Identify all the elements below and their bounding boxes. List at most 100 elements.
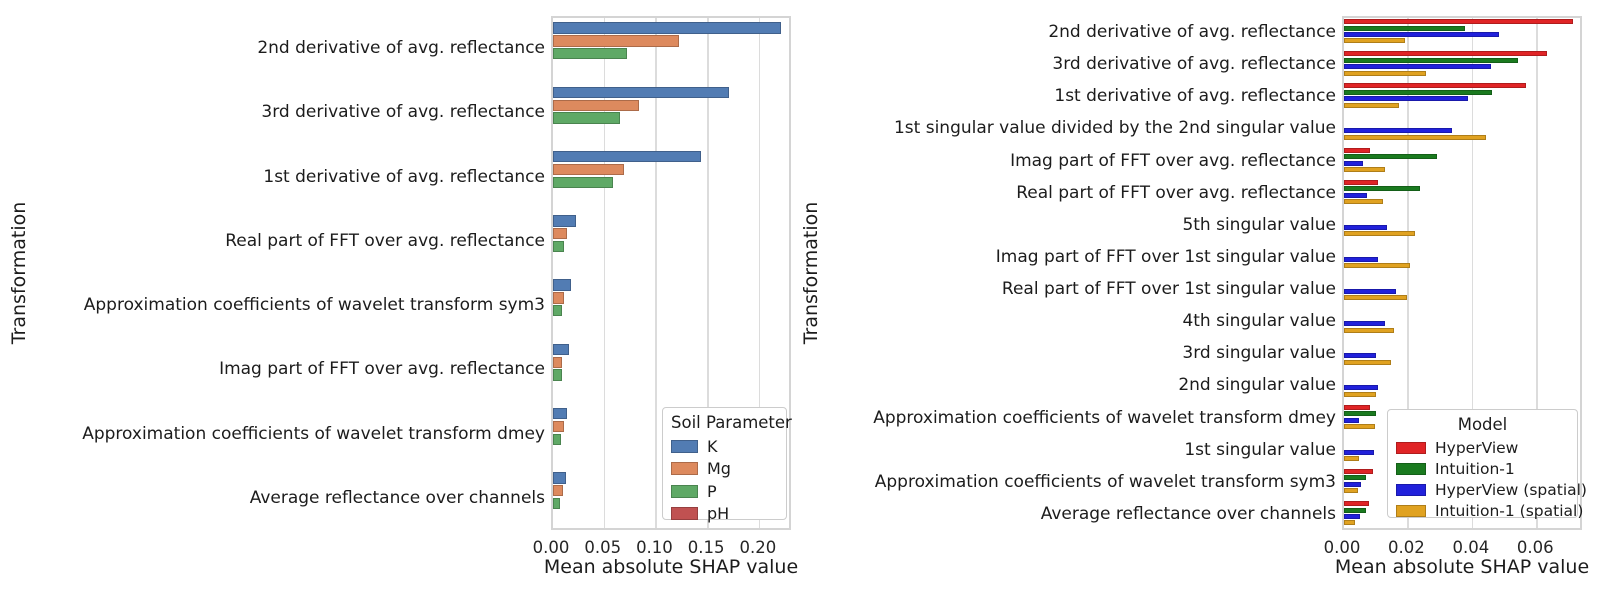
bar-p [553,240,564,253]
category-label: Approximation coefficients of wavelet tr… [82,423,545,444]
bar-intuition-1-spatial- [1344,38,1406,44]
gridline [707,18,709,528]
bar-intuition-1-spatial- [1344,327,1394,333]
bar-mg [553,163,625,176]
x-tick-label: 0.10 [636,538,673,557]
left-x-axis-label: Mean absolute SHAP value [543,556,799,578]
bar-k [553,150,701,163]
bar-intuition-1 [1344,89,1493,95]
x-tick-label: 0.04 [1452,538,1490,557]
bar-hyperview-spatial- [1344,32,1499,38]
category-label: 1st singular value [1184,439,1336,460]
legend-swatch-icon [1396,462,1426,475]
bar-intuition-1-spatial- [1344,359,1391,365]
bar-intuition-1-spatial- [1344,391,1376,397]
x-tick-label: 0.15 [687,538,725,557]
bar-p [553,497,561,510]
bar-intuition-1 [1344,186,1420,192]
legend-item: K [671,435,778,458]
bar-intuition-1 [1344,507,1366,513]
bar-hyperview [1344,83,1526,89]
bar-mg [553,356,562,368]
legend-label: pH [707,504,730,524]
bar-mg [553,99,639,111]
category-label: Real part of FFT over 1st singular value [1001,279,1336,300]
bar-hyperview-spatial- [1344,385,1378,391]
bar-mg [553,292,564,304]
legend-label: Intuition-1 [1435,459,1515,478]
category-label: Average reflectance over channels [249,487,545,508]
x-tick-label: 0.00 [1323,538,1361,557]
bar-p [553,305,563,317]
gridline [603,18,606,528]
category-label: 2nd derivative of avg. reflectance [257,38,545,59]
legend-label: Mg [707,459,731,479]
bar-intuition-1-spatial- [1344,295,1408,301]
bar-intuition-1 [1344,411,1376,417]
bar-intuition-1 [1344,154,1437,160]
bar-intuition-1-spatial- [1344,102,1399,108]
gridline [1536,18,1538,528]
gridline [1407,18,1410,528]
legend-swatch-icon [671,439,698,453]
category-label: 4th singular value [1182,311,1336,332]
right-legend: Model HyperView Intuition-1 HyperView (spa… [1387,409,1587,521]
bar-hyperview [1344,404,1370,410]
legend-label: HyperView (spatial) [1435,480,1587,499]
bar-p [553,176,613,188]
bar-hyperview [1344,147,1370,153]
right-legend-title: Model [1457,415,1508,434]
bar-intuition-1-spatial- [1344,488,1358,494]
legend-label: P [707,481,717,501]
bar-k [553,215,576,227]
x-tick-label: 0.02 [1388,538,1425,557]
bar-intuition-1-spatial- [1344,199,1383,205]
legend-item: pH [671,503,778,526]
category-label: 1st derivative of avg. reflectance [263,166,545,187]
category-label: 1st derivative of avg. reflectance [1054,86,1336,107]
category-label: Approximation coefficients of wavelet tr… [874,471,1336,492]
legend-item: HyperView (spatial) [1396,479,1587,500]
legend-swatch-icon [1396,504,1426,517]
bar-intuition-1-spatial- [1344,134,1486,140]
bar-intuition-1-spatial- [1344,70,1427,76]
category-label: Imag part of FFT over 1st singular value [995,246,1336,267]
category-label: Real part of FFT over avg. reflectance [225,230,545,251]
bar-intuition-1 [1344,57,1518,63]
legend-item: Intuition-1 (spatial) [1396,500,1583,521]
bar-hyperview-spatial- [1344,321,1385,327]
gridline [758,18,761,528]
bar-mg [553,35,680,47]
category-label: Real part of FFT over avg. reflectance [1016,182,1336,203]
category-label: Imag part of FFT over avg. reflectance [219,359,545,380]
bar-p [553,433,561,445]
right-y-axis-label: Transformation [800,201,822,345]
category-label: 2nd singular value [1178,375,1336,396]
legend-label: Intuition-1 (spatial) [1435,501,1584,520]
right-x-axis-label: Mean absolute SHAP value [1334,556,1590,578]
bar-mg [553,420,564,433]
legend-swatch-icon [671,484,698,498]
bar-hyperview-spatial- [1344,481,1362,487]
bar-intuition-1-spatial- [1344,520,1355,526]
bar-hyperview-spatial- [1344,449,1375,455]
category-label: 5th singular value [1182,214,1336,235]
bar-k [553,22,781,34]
legend-swatch-icon [1396,483,1426,496]
category-label: 3rd singular value [1182,343,1336,364]
bar-intuition-1-spatial- [1344,423,1375,429]
x-tick-label: 0.20 [739,538,777,557]
legend-swatch-icon [671,507,698,521]
bar-k [553,86,729,99]
legend-item: HyperView [1396,437,1569,458]
bar-k [553,472,567,484]
category-label: 2nd derivative of avg. reflectance [1048,22,1336,43]
bar-hyperview-spatial- [1344,96,1469,102]
bar-intuition-1 [1344,475,1366,481]
bar-mg [553,228,567,240]
bar-hyperview [1344,501,1370,507]
x-tick-label: 0.00 [532,538,570,557]
bar-hyperview [1344,51,1547,57]
